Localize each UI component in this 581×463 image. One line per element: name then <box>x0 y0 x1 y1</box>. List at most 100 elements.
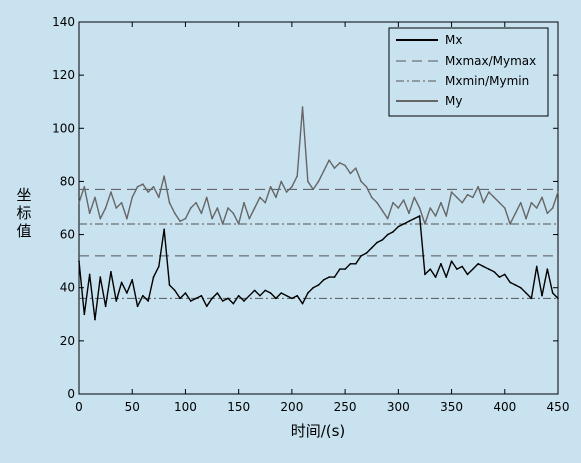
data-point <box>216 292 219 294</box>
data-point <box>424 223 426 225</box>
x-tick-label: 50 <box>125 400 140 414</box>
data-point <box>99 276 102 278</box>
data-point <box>450 191 453 193</box>
data-point <box>365 185 368 188</box>
legend-label-my: My <box>445 94 462 108</box>
data-point <box>333 276 336 278</box>
data-point <box>365 252 368 254</box>
data-point <box>195 201 197 204</box>
data-point <box>216 207 219 209</box>
data-point <box>408 220 410 223</box>
data-point <box>323 170 325 172</box>
legend-box <box>388 27 549 117</box>
data-point <box>126 217 128 220</box>
y-tick-label: 140 <box>52 15 75 29</box>
data-point <box>323 278 325 281</box>
data-point <box>259 294 261 297</box>
data-point <box>503 207 506 209</box>
data-point <box>291 297 293 300</box>
data-point <box>264 201 267 204</box>
data-point <box>514 212 517 215</box>
y-tick-label: 60 <box>60 228 75 242</box>
data-point <box>291 185 293 188</box>
data-point <box>83 185 86 188</box>
data-point <box>557 297 559 300</box>
y-tick-label: 40 <box>60 281 75 295</box>
data-point <box>179 297 181 300</box>
data-point <box>424 273 426 276</box>
data-point <box>131 196 134 199</box>
data-point <box>477 185 479 188</box>
data-point <box>402 199 405 201</box>
data-point <box>541 196 543 199</box>
data-point <box>477 263 479 265</box>
x-tick-label: 0 <box>75 400 83 414</box>
data-point <box>232 212 235 215</box>
data-point <box>328 159 330 161</box>
data-point <box>78 201 80 204</box>
data-point <box>147 300 149 302</box>
data-point <box>381 239 384 241</box>
data-point <box>434 215 437 217</box>
data-point <box>535 207 538 209</box>
data-point <box>488 268 490 270</box>
data-point <box>227 207 229 209</box>
data-point <box>445 276 448 278</box>
legend-label-mx: Mx <box>445 33 462 47</box>
data-point <box>301 106 304 108</box>
data-point <box>429 207 432 209</box>
data-point <box>174 212 176 215</box>
data-point <box>509 281 511 284</box>
data-point <box>418 207 421 209</box>
data-point <box>312 188 314 191</box>
data-point <box>472 196 474 199</box>
data-point <box>434 276 437 278</box>
data-point <box>482 201 485 204</box>
data-point <box>142 183 144 185</box>
data-point <box>312 286 314 289</box>
data-point <box>110 270 112 273</box>
data-point <box>317 180 320 183</box>
data-point <box>275 196 277 199</box>
legend-label-max: Mxmax/Mymax <box>445 54 536 68</box>
y-axis-label: 坐标值 <box>16 186 31 240</box>
y-tick-label: 20 <box>60 334 75 348</box>
data-point <box>152 276 155 278</box>
data-point <box>376 241 378 244</box>
data-point <box>546 268 549 270</box>
axis-layer: 0 50 100 150 200 250 300 350 400 450 0 20 40 60 80 100 1… <box>52 15 569 414</box>
data-point <box>205 196 208 199</box>
data-point <box>535 265 538 268</box>
y-tick-label: 100 <box>52 121 75 135</box>
data-point <box>370 196 373 199</box>
data-point <box>142 294 144 297</box>
data-point <box>94 318 96 321</box>
x-tick-label: 450 <box>547 400 570 414</box>
data-point <box>456 196 458 199</box>
data-point <box>248 294 251 297</box>
x-tick-label: 100 <box>174 400 197 414</box>
data-point <box>136 305 139 308</box>
data-point <box>179 220 181 223</box>
data-point <box>360 180 362 183</box>
data-point <box>115 207 118 209</box>
x-tick-label: 400 <box>493 400 516 414</box>
data-point <box>546 212 549 215</box>
data-point <box>541 294 543 297</box>
x-tick-label: 250 <box>334 400 357 414</box>
data-point <box>418 215 421 217</box>
data-point <box>189 300 192 302</box>
data-point <box>551 292 554 294</box>
x-tick-label: 300 <box>387 400 410 414</box>
data-point <box>227 297 229 300</box>
data-point <box>509 223 511 225</box>
legend-label-min: Mxmin/Mymin <box>445 74 529 88</box>
data-point <box>498 276 501 278</box>
data-point <box>360 255 362 257</box>
data-point <box>461 265 464 268</box>
data-point <box>120 201 123 204</box>
data-point <box>530 201 533 204</box>
data-point <box>152 185 155 188</box>
data-point <box>376 201 378 204</box>
